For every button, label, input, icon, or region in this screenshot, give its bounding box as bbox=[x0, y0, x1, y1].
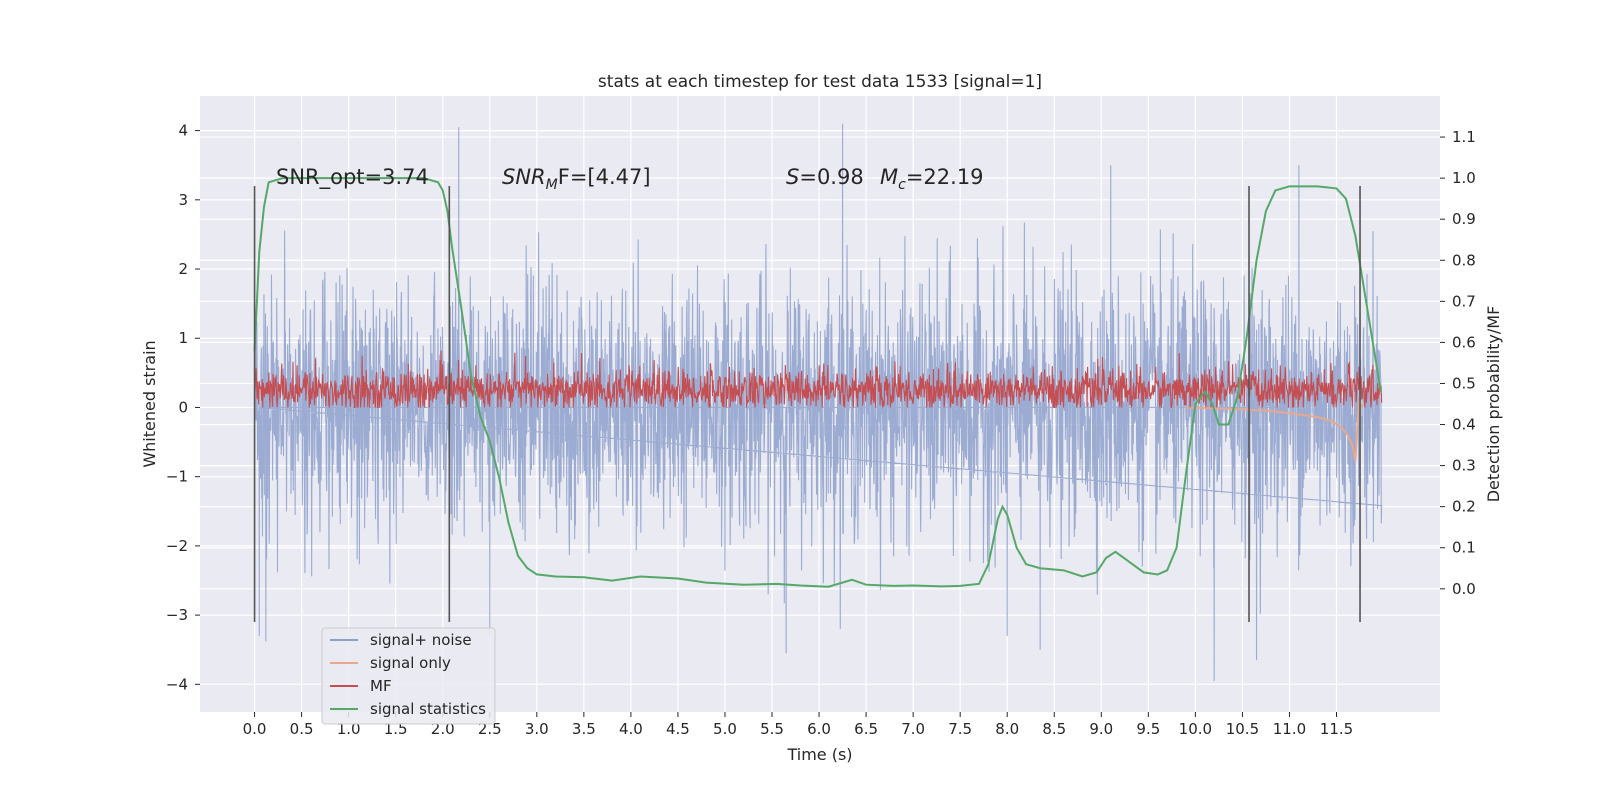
x-tick-label: 6.0 bbox=[807, 720, 831, 738]
y-axis-label: Whitened strain bbox=[140, 340, 159, 467]
series-line-signal-statistics bbox=[253, 177, 1382, 588]
annotation-mc-subscript: c bbox=[898, 177, 906, 193]
y-tick-label: 1 bbox=[178, 329, 188, 347]
x-tick-label: 7.0 bbox=[901, 720, 925, 738]
x-tick-label: 0.5 bbox=[290, 720, 314, 738]
x-tick-label: 8.5 bbox=[1042, 720, 1066, 738]
chart-title: stats at each timestep for test data 153… bbox=[598, 72, 1042, 92]
x-tick-label: 11.0 bbox=[1273, 720, 1306, 738]
annotation-snr-opt: SNR_opt=3.74 bbox=[276, 165, 429, 190]
annotation-snr-mf: SNRMF=[4.47] bbox=[502, 165, 651, 193]
annotation-snr-mf-subscript: M bbox=[546, 177, 558, 193]
y-right-tick-label: 1.0 bbox=[1452, 169, 1476, 187]
y-right-tick-label: 0.8 bbox=[1452, 251, 1476, 269]
y-tick-label: 3 bbox=[178, 191, 188, 209]
y-right-tick-label: 0.2 bbox=[1452, 498, 1476, 516]
legend-label-mf: MF bbox=[370, 677, 392, 695]
x-tick-label: 10.0 bbox=[1179, 720, 1212, 738]
y-tick-label: 0 bbox=[178, 398, 188, 416]
series-signal-statistics bbox=[253, 177, 1382, 588]
annotation-mc-value: =22.19 bbox=[906, 165, 984, 189]
series-mf bbox=[254, 350, 1383, 409]
annotation-mc-name: M bbox=[880, 165, 898, 189]
y-tick-label: 2 bbox=[178, 260, 188, 278]
y-tick-label: −3 bbox=[166, 606, 188, 624]
y-right-tick-label: 0.9 bbox=[1452, 210, 1476, 228]
legend-box bbox=[321, 627, 496, 725]
y-right-tick-label: 0.4 bbox=[1452, 416, 1476, 434]
y-tick-label: −1 bbox=[166, 468, 188, 486]
annotation-s: S=0.98 bbox=[786, 165, 864, 189]
y-axis-ticks: 4 3 2 1 0 −1 −2 −3 −4 bbox=[166, 122, 200, 693]
y-right-axis-label: Detection probability/MF bbox=[1484, 306, 1503, 503]
annotation-snr-mf-name: SNR bbox=[502, 165, 546, 189]
annotation-s-name: S bbox=[786, 165, 799, 189]
x-tick-label: 5.5 bbox=[760, 720, 784, 738]
series-line-signal-only bbox=[1185, 397, 1364, 462]
y-right-tick-label: 1.1 bbox=[1452, 128, 1476, 146]
x-tick-label: 5.0 bbox=[713, 720, 737, 738]
x-tick-label: 9.5 bbox=[1136, 720, 1160, 738]
x-tick-label: 9.0 bbox=[1089, 720, 1113, 738]
y-right-tick-label: 0.3 bbox=[1452, 457, 1476, 475]
x-tick-label: 0.0 bbox=[243, 720, 267, 738]
y-right-tick-label: 0.7 bbox=[1452, 292, 1476, 310]
legend-label-signal-only: signal only bbox=[370, 654, 451, 672]
x-tick-label: 6.5 bbox=[854, 720, 878, 738]
series-signal-only bbox=[1185, 397, 1364, 462]
x-tick-label: 7.5 bbox=[948, 720, 972, 738]
y-right-tick-label: 0.6 bbox=[1452, 333, 1476, 351]
x-axis-ticks: 0.0 0.5 1.0 1.5 2.0 2.5 3.0 3.5 4.0 4.5 5.0 5.5 6.0 6… bbox=[243, 712, 1353, 738]
x-tick-label: 10.5 bbox=[1226, 720, 1259, 738]
y-tick-label: −2 bbox=[166, 537, 188, 555]
y-tick-label: −4 bbox=[166, 675, 188, 693]
series-line-mf bbox=[254, 350, 1383, 409]
legend: signal+ noise signal only MF signal stat… bbox=[321, 627, 496, 725]
x-tick-label: 4.0 bbox=[619, 720, 643, 738]
annotation-snr-mf-value: F=[4.47] bbox=[558, 165, 651, 189]
legend-label-signal-plus-noise: signal+ noise bbox=[370, 631, 472, 649]
y-tick-label: 4 bbox=[178, 122, 188, 140]
legend-label-signal-statistics: signal statistics bbox=[370, 700, 486, 718]
x-tick-label: 3.0 bbox=[525, 720, 549, 738]
vertical-markers bbox=[253, 185, 1361, 623]
x-tick-label: 3.5 bbox=[572, 720, 596, 738]
x-axis-label: Time (s) bbox=[786, 745, 852, 764]
x-tick-label: 4.5 bbox=[666, 720, 690, 738]
y-right-axis-ticks: 1.1 1.0 0.9 0.8 0.7 0.6 0.5 0.4 0.3 0.2 0.1 0.0 bbox=[1440, 128, 1476, 598]
x-tick-label: 11.5 bbox=[1320, 720, 1353, 738]
x-tick-label: 8.0 bbox=[995, 720, 1019, 738]
y-right-tick-label: 0.5 bbox=[1452, 374, 1476, 392]
y-right-tick-label: 0.1 bbox=[1452, 539, 1476, 557]
y-right-tick-label: 0.0 bbox=[1452, 580, 1476, 598]
annotation-mc: Mc=22.19 bbox=[880, 165, 984, 193]
annotation-s-value: =0.98 bbox=[799, 165, 863, 189]
